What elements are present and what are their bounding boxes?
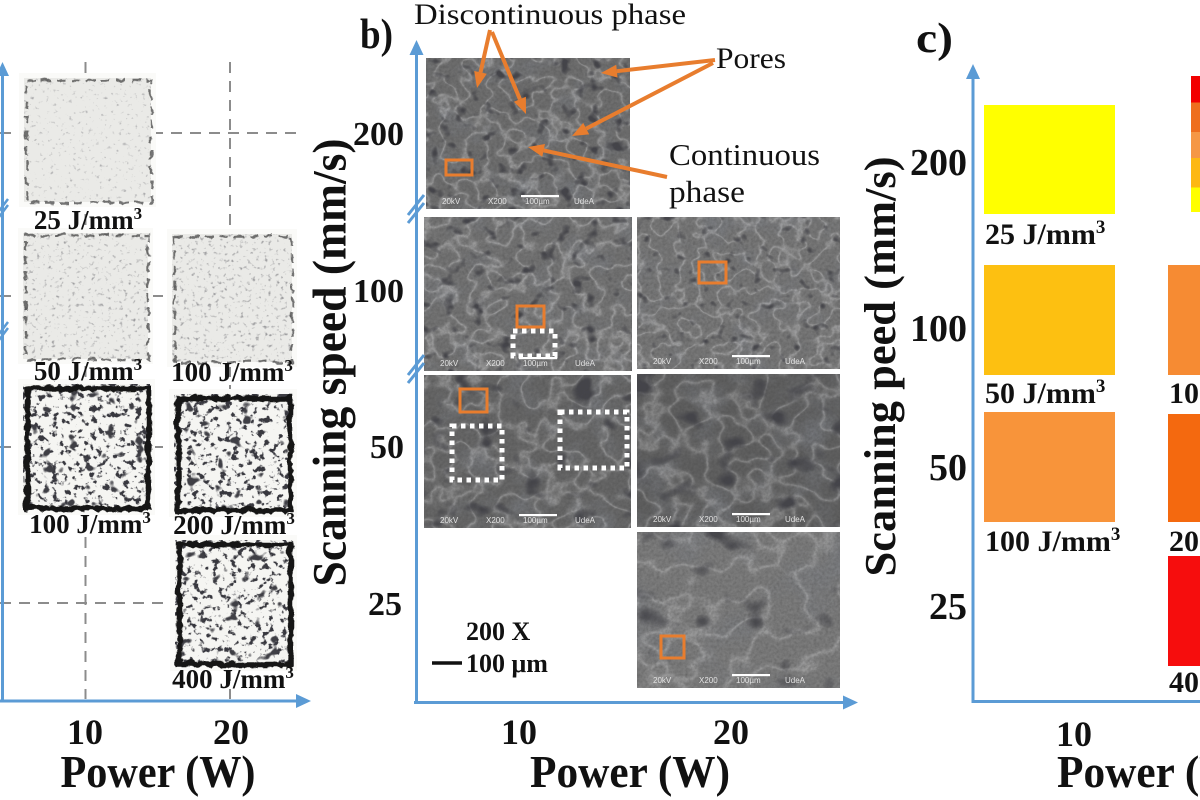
svg-text:100µm: 100µm bbox=[523, 516, 548, 525]
svg-text:b): b) bbox=[360, 12, 393, 58]
svg-text:200 J/mm3: 200 J/mm3 bbox=[173, 509, 295, 540]
svg-text:X200: X200 bbox=[488, 197, 507, 206]
svg-text:Continuous: Continuous bbox=[669, 137, 820, 172]
svg-text:100µm: 100µm bbox=[736, 357, 761, 366]
svg-text:10: 10 bbox=[1056, 714, 1092, 754]
svg-text:400 J/mm3: 400 J/mm3 bbox=[172, 663, 294, 694]
svg-text:Scanning peed (mm/s): Scanning peed (mm/s) bbox=[856, 157, 905, 577]
svg-text:X200: X200 bbox=[699, 357, 718, 366]
svg-text:X200: X200 bbox=[699, 676, 718, 685]
svg-text:20: 20 bbox=[713, 712, 749, 752]
svg-text:200 J/mm3: 200 J/mm3 bbox=[1169, 524, 1200, 558]
svg-text:20kV: 20kV bbox=[440, 516, 459, 525]
svg-text:Discontinuous phase: Discontinuous phase bbox=[414, 0, 686, 31]
svg-text:Power (W): Power (W) bbox=[530, 746, 730, 797]
svg-text:10: 10 bbox=[67, 712, 103, 752]
svg-text:20kV: 20kV bbox=[653, 676, 672, 685]
svg-text:200: 200 bbox=[353, 116, 404, 153]
svg-text:X200: X200 bbox=[486, 516, 505, 525]
svg-text:UdeA: UdeA bbox=[575, 516, 596, 525]
svg-text:20: 20 bbox=[213, 712, 249, 752]
svg-text:UdeA: UdeA bbox=[574, 197, 595, 206]
svg-text:Scanning speed (mm/s): Scanning speed (mm/s) bbox=[304, 139, 357, 587]
svg-text:X200: X200 bbox=[486, 359, 505, 368]
svg-text:UdeA: UdeA bbox=[575, 359, 596, 368]
svg-text:10: 10 bbox=[501, 712, 537, 752]
svg-text:20kV: 20kV bbox=[653, 357, 672, 366]
svg-text:c): c) bbox=[916, 16, 953, 62]
svg-text:100µm: 100µm bbox=[525, 197, 550, 206]
svg-text:UdeA: UdeA bbox=[785, 676, 806, 685]
svg-text:50: 50 bbox=[929, 447, 967, 489]
svg-text:100µm: 100µm bbox=[523, 359, 548, 368]
svg-text:25: 25 bbox=[368, 586, 402, 623]
svg-text:100 J/mm3: 100 J/mm3 bbox=[29, 508, 151, 539]
svg-text:UdeA: UdeA bbox=[785, 515, 806, 524]
svg-text:20kV: 20kV bbox=[440, 359, 459, 368]
svg-text:100: 100 bbox=[353, 273, 404, 310]
svg-text:25 J/mm3: 25 J/mm3 bbox=[34, 204, 142, 235]
svg-text:100 μm: 100 μm bbox=[466, 649, 548, 678]
svg-text:50 J/mm3: 50 J/mm3 bbox=[34, 355, 142, 386]
svg-text:400 J/mm3: 400 J/mm3 bbox=[1169, 665, 1200, 699]
svg-text:100µm: 100µm bbox=[736, 515, 761, 524]
svg-text:200 X: 200 X bbox=[466, 617, 531, 646]
svg-text:100 J/mm3: 100 J/mm3 bbox=[1169, 376, 1200, 410]
svg-text:100 J/mm3: 100 J/mm3 bbox=[985, 524, 1120, 558]
svg-text:100 J/mm3: 100 J/mm3 bbox=[171, 356, 293, 387]
svg-text:X200: X200 bbox=[699, 515, 718, 524]
svg-text:phase: phase bbox=[669, 174, 745, 209]
svg-text:UdeA: UdeA bbox=[785, 357, 806, 366]
svg-text:20kV: 20kV bbox=[653, 515, 672, 524]
svg-text:100: 100 bbox=[910, 308, 967, 350]
svg-text:25 J/mm3: 25 J/mm3 bbox=[985, 217, 1105, 251]
svg-text:20kV: 20kV bbox=[442, 197, 461, 206]
svg-text:Power (W): Power (W) bbox=[1057, 746, 1200, 797]
svg-text:Power (W): Power (W) bbox=[61, 746, 256, 797]
svg-text:100µm: 100µm bbox=[736, 676, 761, 685]
svg-text:Pores: Pores bbox=[716, 42, 786, 75]
svg-text:25: 25 bbox=[929, 586, 967, 628]
svg-text:200: 200 bbox=[910, 142, 967, 184]
svg-text:50: 50 bbox=[370, 429, 404, 466]
svg-text:50 J/mm3: 50 J/mm3 bbox=[985, 376, 1105, 410]
